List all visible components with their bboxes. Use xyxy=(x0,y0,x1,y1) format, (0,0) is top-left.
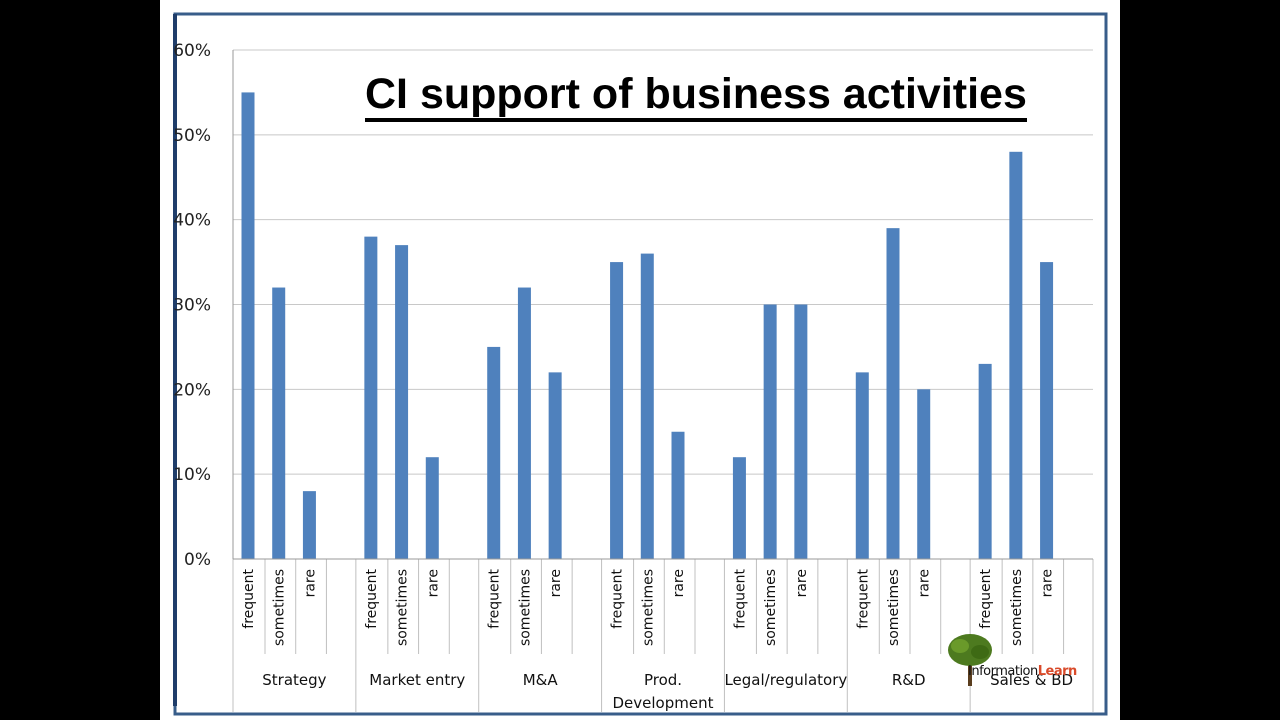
y-tick-label: 0% xyxy=(184,550,211,570)
subcategory-label: sometimes xyxy=(395,569,411,646)
group-label: Prod. xyxy=(644,671,682,689)
bar-sometimes xyxy=(517,287,531,559)
logo-prefix: Information xyxy=(968,664,1038,679)
y-tick-label: 50% xyxy=(173,126,211,146)
bar-sometimes xyxy=(272,287,286,559)
chart-title: CI support of business activities xyxy=(365,72,1027,122)
bar-sometimes xyxy=(886,228,900,559)
subcategory-label: sometimes xyxy=(272,569,288,646)
subcategory-label: rare xyxy=(1040,569,1056,597)
bar-chart: 0% 10% 20% 30% 40% 50% 60% frequent sometimes rar… xyxy=(173,12,1108,716)
bar-sometimes xyxy=(763,304,777,559)
subcategory-label: rare xyxy=(302,569,318,597)
bar-rare xyxy=(917,389,931,559)
bar-rare xyxy=(794,304,808,559)
bar-rare xyxy=(425,457,439,559)
subcategory-label: sometimes xyxy=(640,569,656,646)
logo-tree-icon xyxy=(948,634,992,686)
bar-sometimes xyxy=(1009,151,1023,560)
bar-frequent xyxy=(855,372,869,559)
group-label: Development xyxy=(613,694,714,712)
bar-rare xyxy=(548,372,562,559)
group-label: M&A xyxy=(523,671,559,689)
subcategory-label: sometimes xyxy=(1009,569,1025,646)
bar-frequent xyxy=(241,92,255,560)
subcategory-label: frequent xyxy=(241,568,257,628)
bar-frequent xyxy=(487,346,501,559)
group-label: Market entry xyxy=(369,671,465,689)
subcategory-label: rare xyxy=(548,569,564,597)
slide: 0% 10% 20% 30% 40% 50% 60% frequent sometimes rar… xyxy=(160,0,1120,720)
y-tick-label: 60% xyxy=(173,41,211,61)
subcategory-label: sometimes xyxy=(517,569,533,646)
y-tick-label: 10% xyxy=(173,465,211,485)
subcategory-label: frequent xyxy=(610,568,626,628)
subcategory-label: frequent xyxy=(487,568,503,628)
bar-frequent xyxy=(610,262,624,559)
bar-sometimes xyxy=(395,245,409,559)
subcategory-label: sometimes xyxy=(763,569,779,646)
bar-rare xyxy=(1040,262,1054,559)
logo-accent: Learn xyxy=(1037,664,1078,679)
subcategory-label: frequent xyxy=(732,568,748,628)
y-tick-label: 20% xyxy=(173,380,211,400)
group-label: R&D xyxy=(892,671,926,689)
subcategory-label: frequent xyxy=(978,568,994,628)
bar-frequent xyxy=(978,363,992,559)
group-label: Legal/regulatory xyxy=(724,671,847,689)
subcategory-label: rare xyxy=(425,569,441,597)
subcategory-label: sometimes xyxy=(886,569,902,646)
bar-frequent xyxy=(732,457,746,559)
subcategory-label: rare xyxy=(671,569,687,597)
y-tick-label: 40% xyxy=(173,211,211,231)
bar-rare xyxy=(302,491,316,559)
subcategory-label: frequent xyxy=(364,568,380,628)
bar-frequent xyxy=(364,236,378,559)
subcategory-label: rare xyxy=(794,569,810,597)
subcategory-label: rare xyxy=(917,569,933,597)
subcategory-label: frequent xyxy=(855,568,871,628)
bar-rare xyxy=(671,431,685,559)
group-label: Sales & BD xyxy=(990,671,1073,689)
bar-sometimes xyxy=(640,253,654,559)
group-label: Strategy xyxy=(262,671,326,689)
logo-text: InformationLearn xyxy=(968,664,1077,679)
y-tick-label: 30% xyxy=(173,296,211,316)
